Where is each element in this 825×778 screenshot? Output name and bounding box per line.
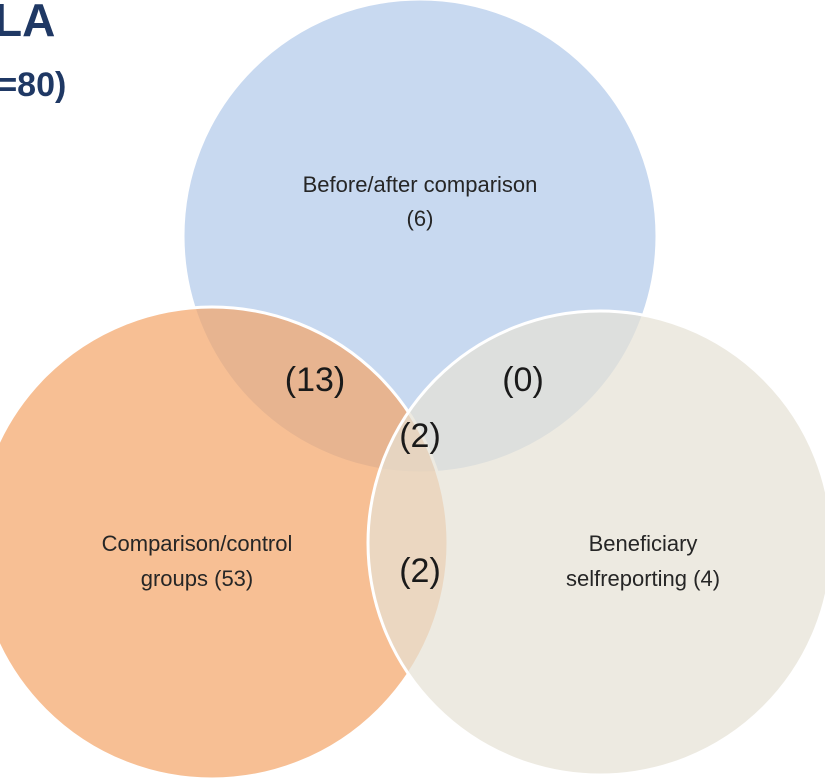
subtitle: (=80) (0, 66, 66, 104)
set-label: Comparison/control (102, 531, 293, 556)
intersection-label: (2) (399, 552, 441, 590)
set-label: Before/after comparison (303, 172, 538, 197)
set-circle (366, 309, 825, 777)
intersection-label: (2) (399, 417, 441, 455)
intersection-label: (13) (285, 361, 345, 399)
title: LA (0, 0, 55, 46)
set-label: (6) (407, 206, 434, 231)
set-label: groups (53) (141, 566, 254, 591)
set-label: selfreporting (4) (566, 566, 720, 591)
set-label: Beneficiary (589, 531, 698, 556)
intersection-label: (0) (502, 361, 544, 399)
